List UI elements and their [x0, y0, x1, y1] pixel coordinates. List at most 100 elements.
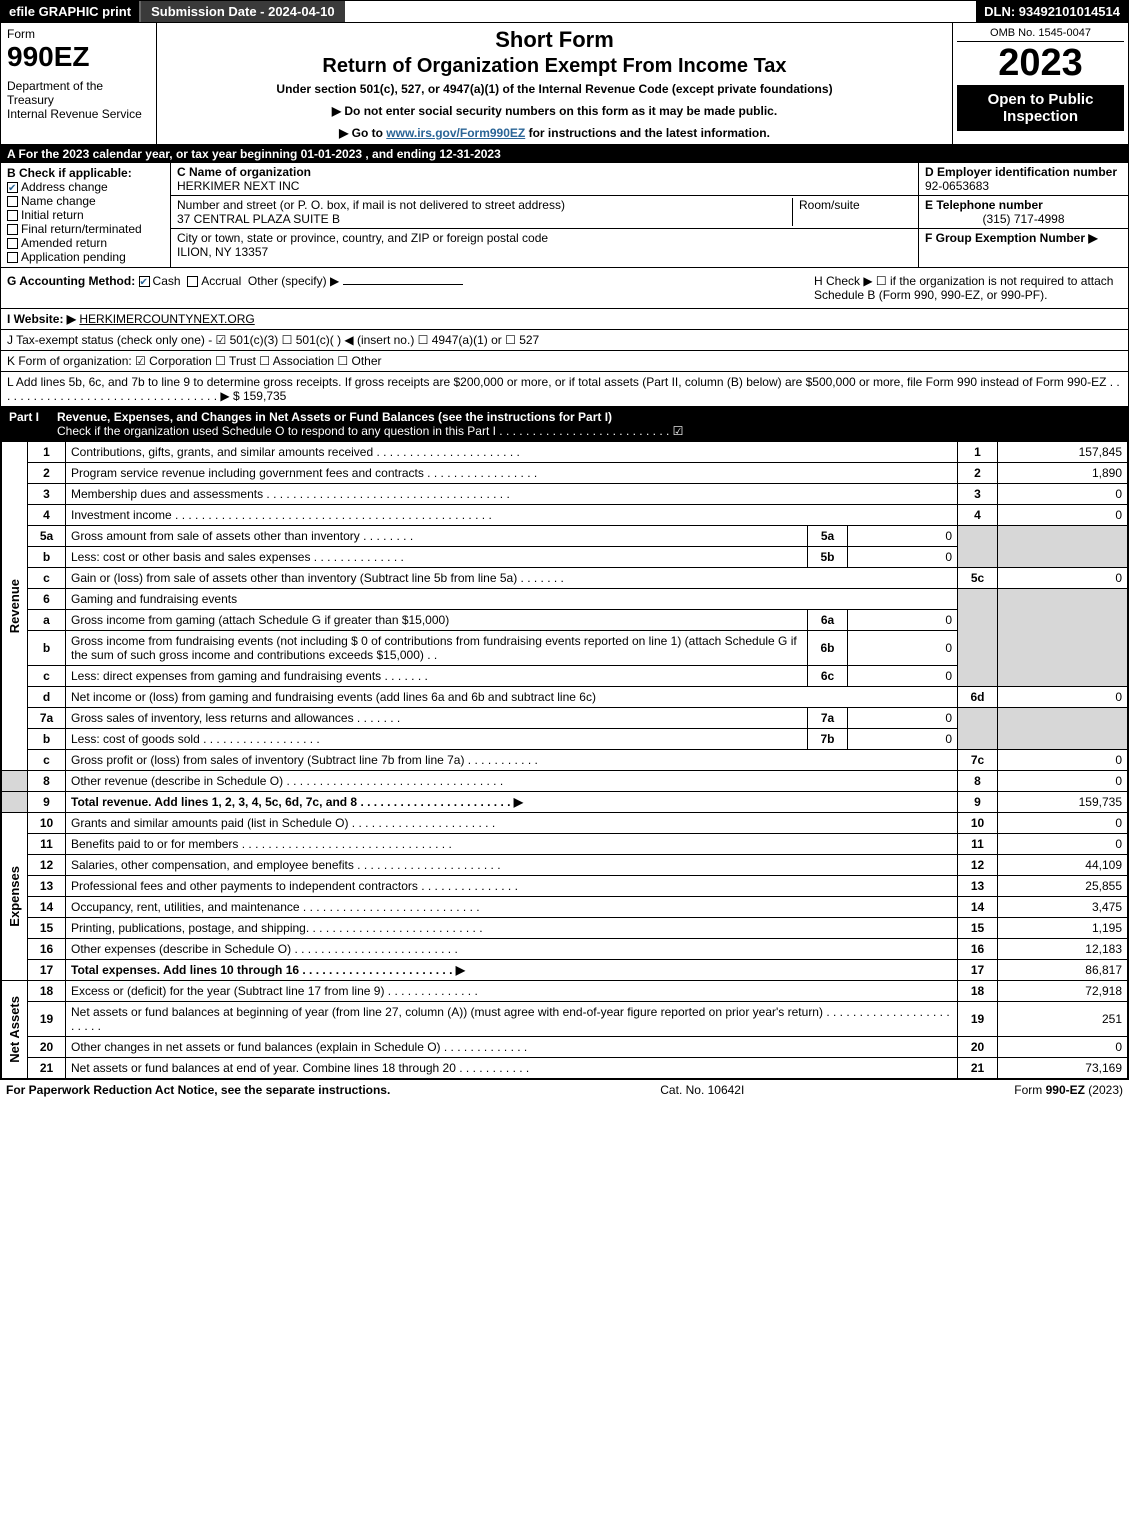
mid-label: 6b	[808, 631, 848, 666]
row-rnum: 7c	[958, 750, 998, 771]
name-org-label: C Name of organization	[177, 165, 311, 179]
line-j: J Tax-exempt status (check only one) - ☑…	[1, 330, 1128, 351]
row-val: 1,195	[998, 918, 1128, 939]
pending-checkbox[interactable]	[7, 252, 18, 263]
line-l-val: $ 159,735	[233, 389, 286, 403]
row-val: 0	[998, 771, 1128, 792]
row-desc: Grants and similar amounts paid (list in…	[66, 813, 958, 834]
submission-date: Submission Date - 2024-04-10	[139, 1, 345, 22]
row-val: 12,183	[998, 939, 1128, 960]
name-change-label: Name change	[21, 194, 96, 208]
row-desc: Occupancy, rent, utilities, and maintena…	[66, 897, 958, 918]
row-desc: Total revenue. Add lines 1, 2, 3, 4, 5c,…	[66, 792, 958, 813]
row-desc: Gaming and fundraising events	[66, 589, 958, 610]
row-num: 12	[28, 855, 66, 876]
initial-return-label: Initial return	[21, 208, 84, 222]
grey-cell	[958, 526, 998, 568]
grey-cell	[998, 589, 1128, 687]
row-num: 18	[28, 981, 66, 1002]
website-value: HERKIMERCOUNTYNEXT.ORG	[79, 312, 254, 326]
line-a: A For the 2023 calendar year, or tax yea…	[1, 145, 1128, 163]
addr-change-checkbox[interactable]	[7, 182, 18, 193]
part-i-label: Part I	[9, 410, 57, 438]
line-k: K Form of organization: ☑ Corporation ☐ …	[1, 351, 1128, 372]
line-l-text: L Add lines 5b, 6c, and 7b to line 9 to …	[7, 375, 1120, 403]
row-val: 0	[998, 834, 1128, 855]
row-num: 13	[28, 876, 66, 897]
row-val: 0	[998, 813, 1128, 834]
row-desc: Less: cost of goods sold . . . . . . . .…	[66, 729, 808, 750]
part-i-sub: Check if the organization used Schedule …	[57, 424, 683, 438]
dept-label: Department of the Treasury Internal Reve…	[7, 79, 150, 121]
street: 37 CENTRAL PLAZA SUITE B	[177, 212, 340, 226]
row-num: 11	[28, 834, 66, 855]
tel-label: E Telephone number	[925, 198, 1122, 212]
line-g-label: G Accounting Method:	[7, 274, 135, 288]
row-num: 2	[28, 463, 66, 484]
initial-return-checkbox[interactable]	[7, 210, 18, 221]
line-h: H Check ▶ ☐ if the organization is not r…	[808, 268, 1128, 308]
mid-val: 0	[848, 729, 958, 750]
row-val: 251	[998, 1002, 1128, 1037]
mid-label: 6c	[808, 666, 848, 687]
row-desc: Gross income from gaming (attach Schedul…	[66, 610, 808, 631]
instr-2-pre: ▶ Go to	[339, 126, 386, 140]
row-rnum: 17	[958, 960, 998, 981]
row-num: 1	[28, 442, 66, 463]
row-val: 159,735	[998, 792, 1128, 813]
ein-value: 92-0653683	[925, 179, 1122, 193]
footer: For Paperwork Reduction Act Notice, see …	[0, 1079, 1129, 1100]
title-short-form: Short Form	[165, 27, 944, 53]
row-num: 21	[28, 1058, 66, 1079]
footer-mid: Cat. No. 10642I	[660, 1083, 744, 1097]
row-desc: Less: cost or other basis and sales expe…	[66, 547, 808, 568]
mid-val: 0	[848, 526, 958, 547]
row-num: c	[28, 750, 66, 771]
efile-print-button[interactable]: efile GRAPHIC print	[1, 1, 139, 22]
col-b-label: B Check if applicable:	[7, 166, 164, 180]
row-num: 19	[28, 1002, 66, 1037]
row-num: 17	[28, 960, 66, 981]
part-i-title: Revenue, Expenses, and Changes in Net As…	[57, 410, 612, 424]
footer-right-bold: 990-EZ	[1046, 1083, 1085, 1097]
tel-value: (315) 717-4998	[925, 212, 1122, 226]
city: ILION, NY 13357	[177, 245, 268, 259]
header-right: OMB No. 1545-0047 2023 Open to Public In…	[953, 23, 1128, 144]
row-num: a	[28, 610, 66, 631]
accrual-checkbox[interactable]	[187, 276, 198, 287]
row-rnum: 9	[958, 792, 998, 813]
section-b-to-f: B Check if applicable: Address change Na…	[1, 163, 1128, 268]
row-num: 8	[28, 771, 66, 792]
row-num: 3	[28, 484, 66, 505]
row-desc: Gross amount from sale of assets other t…	[66, 526, 808, 547]
col-c: C Name of organizationHERKIMER NEXT INC …	[171, 163, 918, 267]
grey-cell	[998, 526, 1128, 568]
omb-number: OMB No. 1545-0047	[957, 25, 1124, 42]
row-desc: Gross sales of inventory, less returns a…	[66, 708, 808, 729]
form-header: Form 990EZ Department of the Treasury In…	[1, 23, 1128, 145]
line-l: L Add lines 5b, 6c, and 7b to line 9 to …	[1, 372, 1128, 407]
irs-link[interactable]: www.irs.gov/Form990EZ	[386, 126, 525, 140]
row-rnum: 6d	[958, 687, 998, 708]
amended-checkbox[interactable]	[7, 238, 18, 249]
row-rnum: 21	[958, 1058, 998, 1079]
grey-cell	[958, 589, 998, 687]
row-num: 7a	[28, 708, 66, 729]
other-specify-input[interactable]	[343, 284, 463, 285]
row-desc: Printing, publications, postage, and shi…	[66, 918, 958, 939]
amended-label: Amended return	[21, 236, 107, 250]
name-org: HERKIMER NEXT INC	[177, 179, 299, 193]
final-return-checkbox[interactable]	[7, 224, 18, 235]
row-desc: Net assets or fund balances at beginning…	[66, 1002, 958, 1037]
cash-checkbox[interactable]	[139, 276, 150, 287]
row-val: 0	[998, 687, 1128, 708]
website-label: I Website: ▶	[7, 312, 76, 326]
row-desc: Net income or (loss) from gaming and fun…	[66, 687, 958, 708]
title-return: Return of Organization Exempt From Incom…	[165, 55, 944, 78]
row-rnum: 2	[958, 463, 998, 484]
tax-year: 2023	[957, 42, 1124, 85]
row-val: 44,109	[998, 855, 1128, 876]
row-val: 0	[998, 568, 1128, 589]
name-change-checkbox[interactable]	[7, 196, 18, 207]
topbar: efile GRAPHIC print Submission Date - 20…	[0, 0, 1129, 23]
